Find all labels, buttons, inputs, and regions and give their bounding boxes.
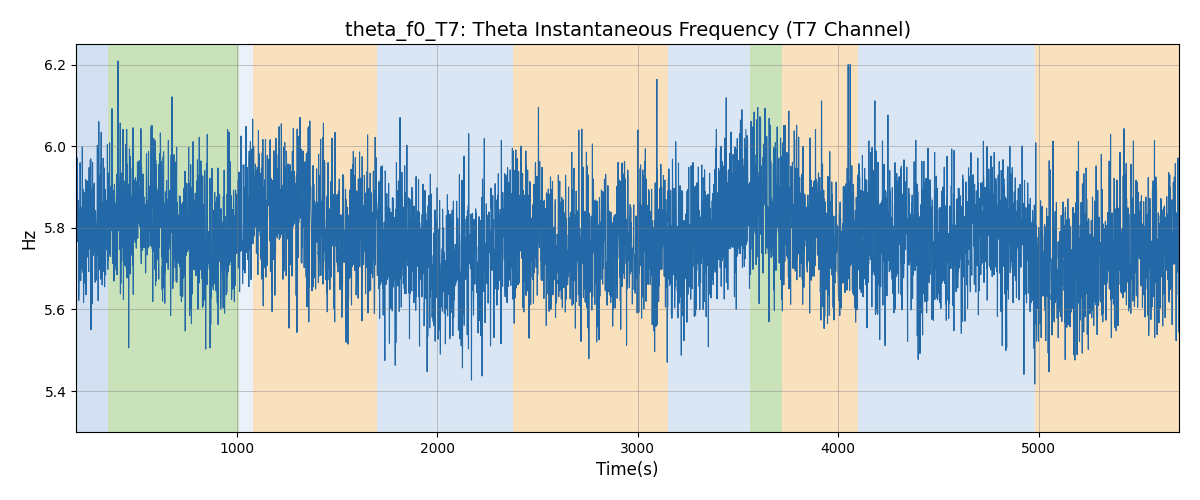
Bar [377, 44, 514, 432]
Bar [667, 44, 750, 432]
Bar [858, 44, 1034, 432]
Bar [76, 44, 108, 432]
Y-axis label: Hz: Hz [20, 228, 38, 248]
Bar [514, 44, 667, 432]
Bar [1034, 44, 1180, 432]
Bar [253, 44, 377, 432]
Bar [108, 44, 239, 432]
Bar [782, 44, 858, 432]
X-axis label: Time(s): Time(s) [596, 461, 659, 479]
Bar [239, 44, 253, 432]
Bar [750, 44, 782, 432]
Title: theta_f0_T7: Theta Instantaneous Frequency (T7 Channel): theta_f0_T7: Theta Instantaneous Frequen… [344, 21, 911, 41]
